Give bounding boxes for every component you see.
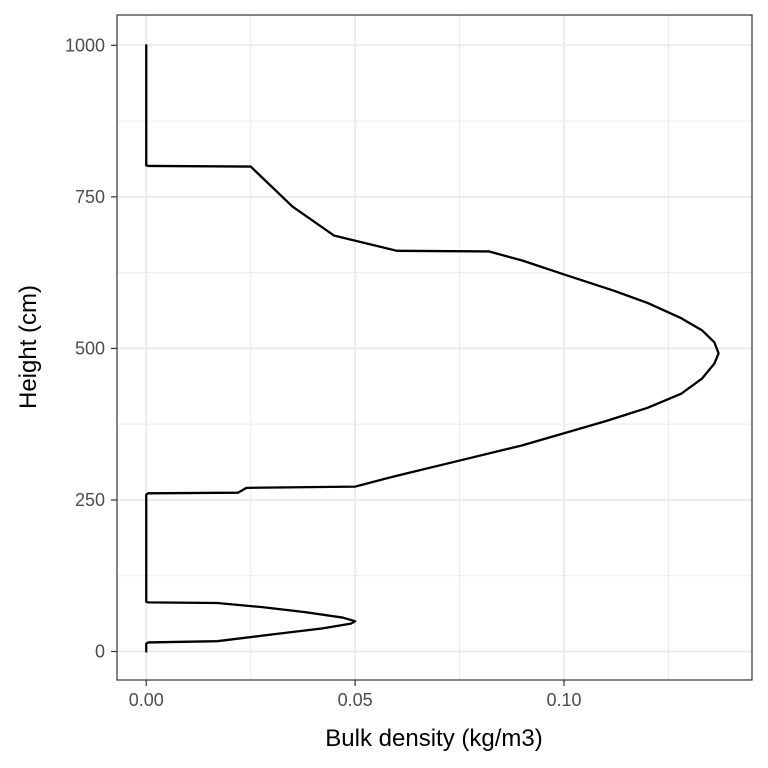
y-tick-label-3: 750 bbox=[75, 187, 105, 207]
series-layer bbox=[145, 44, 720, 653]
y-tick-label-2: 500 bbox=[75, 338, 105, 358]
x-tick-label-1: 0.05 bbox=[338, 690, 373, 710]
ticks-layer: 0.00 0.05 0.10 0 250 500 750 1000 bbox=[65, 35, 582, 710]
x-tick-label-0: 0.00 bbox=[129, 690, 164, 710]
y-axis-title: Height (cm) bbox=[15, 285, 42, 409]
y-tick-label-0: 0 bbox=[95, 642, 105, 662]
x-tick-label-2: 0.10 bbox=[546, 690, 581, 710]
grid-major bbox=[117, 15, 752, 680]
y-tick-label-1: 250 bbox=[75, 490, 105, 510]
y-tick-label-4: 1000 bbox=[65, 35, 105, 55]
panel-border bbox=[116, 14, 753, 681]
series-line-0 bbox=[145, 44, 720, 653]
x-axis-title: Bulk density (kg/m3) bbox=[325, 725, 542, 752]
